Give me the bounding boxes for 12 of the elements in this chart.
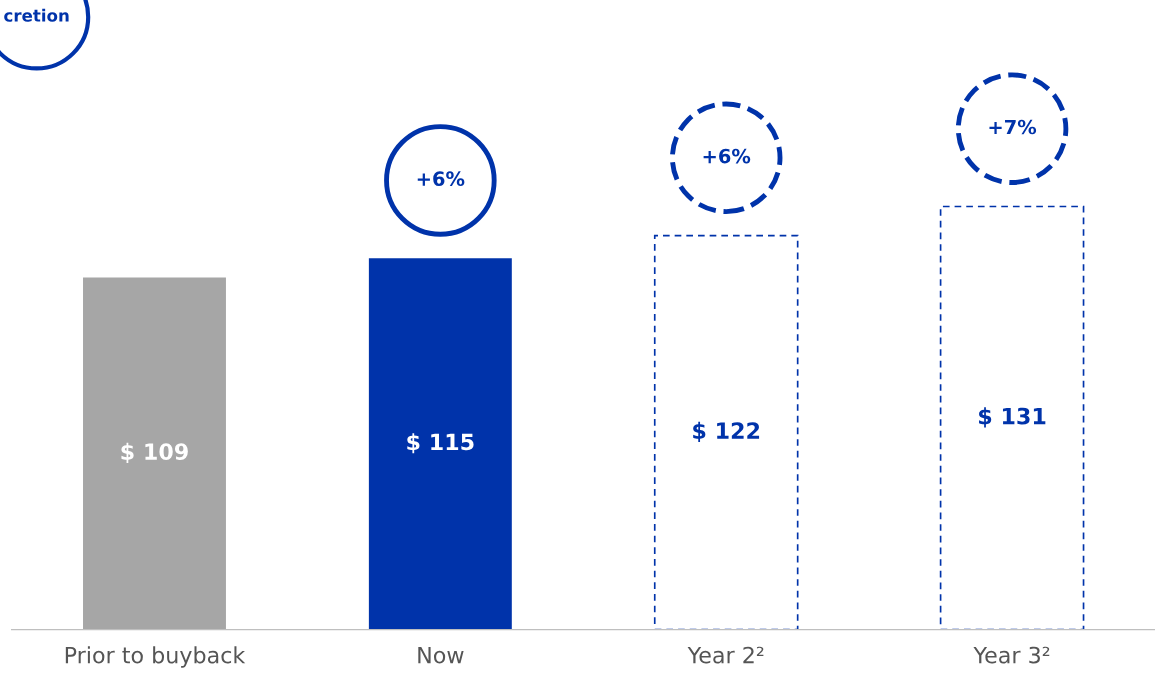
data-label: $ 122: [693, 421, 760, 442]
x-tick-label: Prior to buyback: [65, 646, 246, 668]
x-tick-label: Now: [418, 646, 464, 664]
data-label: $ 131: [979, 407, 1046, 428]
text: +6%: [703, 148, 751, 164]
text: +6%: [417, 171, 465, 187]
x-tick-label: Year 3²: [973, 646, 1050, 664]
data-label: $ 115: [407, 433, 474, 454]
data-label: $ 109: [121, 442, 188, 463]
text: cretion: [4, 8, 69, 22]
text: +7%: [989, 119, 1037, 135]
x-tick-label: Year 2²: [687, 646, 764, 664]
